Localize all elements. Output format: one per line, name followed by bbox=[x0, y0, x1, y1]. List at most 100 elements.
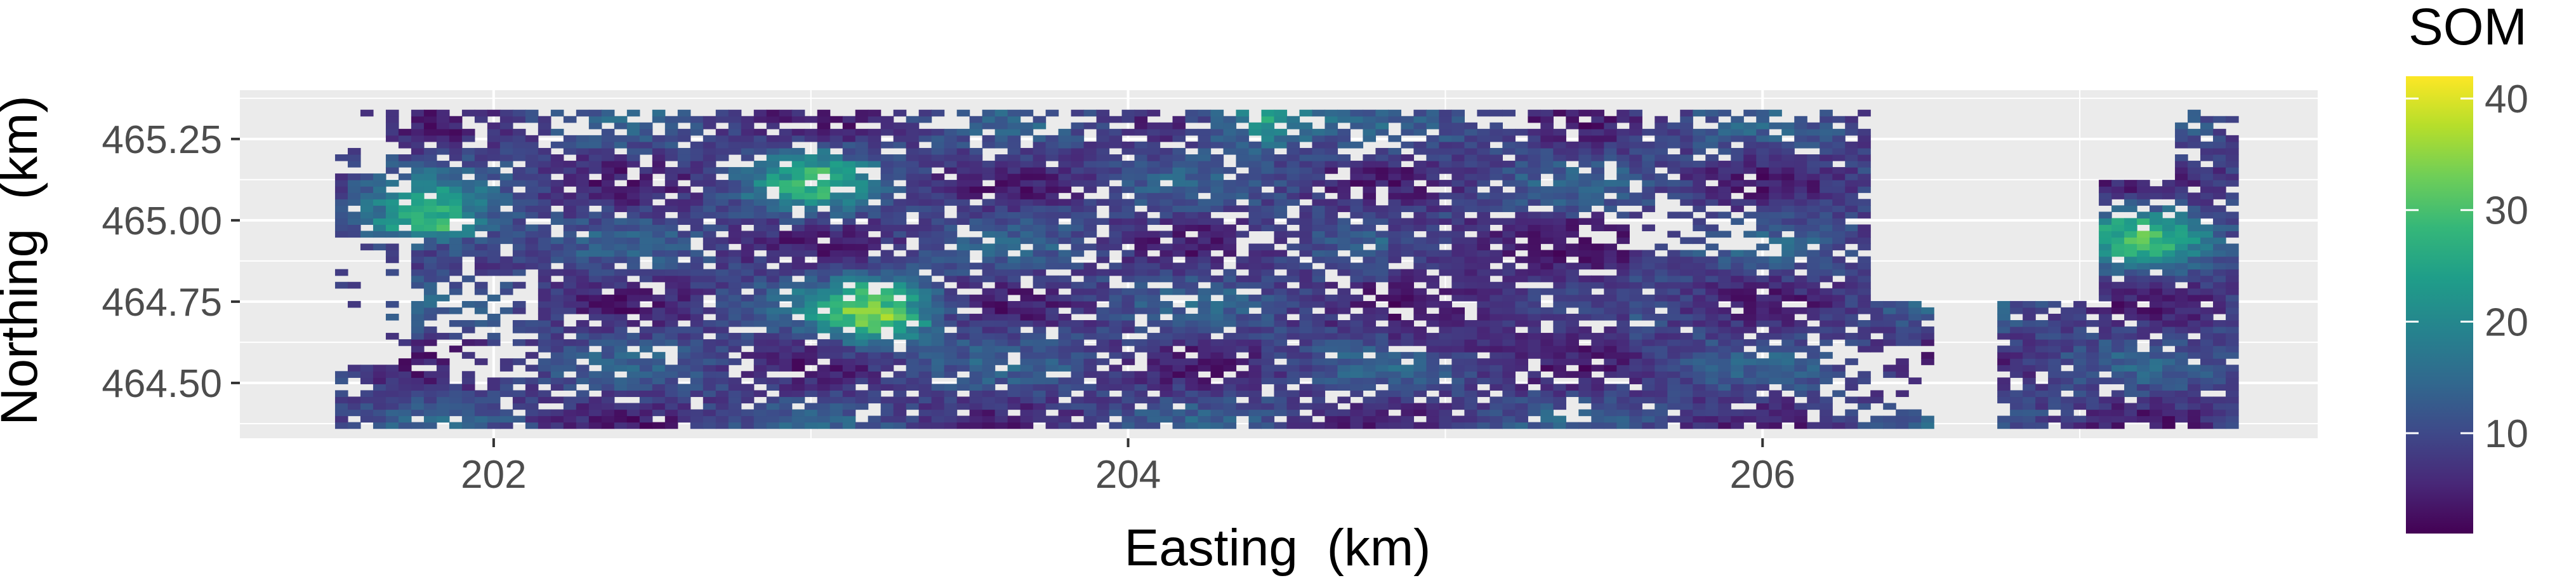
heatmap-cell bbox=[1033, 224, 1047, 232]
heatmap-cell bbox=[563, 116, 577, 123]
heatmap-cell bbox=[1337, 231, 1351, 238]
heatmap-cell bbox=[1388, 231, 1402, 238]
heatmap-cell bbox=[436, 415, 450, 423]
heatmap-cell bbox=[994, 218, 1008, 225]
heatmap-cell bbox=[1566, 122, 1579, 130]
heatmap-cell bbox=[1743, 180, 1757, 187]
heatmap-cell bbox=[1807, 307, 1820, 314]
heatmap-cell bbox=[1210, 192, 1224, 199]
heatmap-cell bbox=[1858, 371, 1871, 378]
heatmap-cell bbox=[1413, 205, 1427, 212]
heatmap-cell bbox=[791, 281, 805, 289]
heatmap-cell bbox=[829, 358, 843, 365]
heatmap-cell bbox=[1515, 294, 1528, 302]
heatmap-cell bbox=[1236, 409, 1250, 417]
heatmap-cell bbox=[1629, 339, 1642, 346]
heatmap-cell bbox=[1426, 224, 1440, 232]
heatmap-cell bbox=[829, 288, 843, 295]
heatmap-cell bbox=[690, 358, 704, 365]
heatmap-cell bbox=[1553, 422, 1566, 429]
heatmap-cell bbox=[842, 122, 856, 130]
heatmap-cell bbox=[1578, 243, 1592, 251]
heatmap-cell bbox=[1718, 109, 1731, 117]
heatmap-cell bbox=[538, 122, 552, 130]
heatmap-cell bbox=[1185, 377, 1199, 384]
heatmap-cell bbox=[1350, 294, 1364, 302]
heatmap-cell bbox=[1426, 147, 1440, 155]
heatmap-cell bbox=[829, 377, 843, 384]
heatmap-cell bbox=[1604, 365, 1617, 372]
heatmap-cell bbox=[1185, 300, 1199, 308]
heatmap-cell bbox=[1299, 326, 1313, 333]
heatmap-cell bbox=[1071, 403, 1085, 410]
heatmap-cell bbox=[576, 415, 590, 423]
heatmap-cell bbox=[969, 224, 983, 232]
heatmap-cell bbox=[1807, 224, 1820, 232]
heatmap-cell bbox=[1121, 396, 1135, 404]
heatmap-cell bbox=[1299, 173, 1313, 180]
heatmap-cell bbox=[576, 173, 590, 180]
heatmap-cell bbox=[1401, 128, 1415, 136]
heatmap-cell bbox=[994, 422, 1008, 429]
heatmap-cell bbox=[1375, 180, 1389, 187]
heatmap-cell bbox=[652, 352, 666, 359]
heatmap-cell bbox=[1820, 403, 1833, 410]
heatmap-cell bbox=[1655, 262, 1668, 270]
heatmap-cell bbox=[1629, 173, 1642, 180]
heatmap-cell bbox=[969, 422, 983, 429]
heatmap-cell bbox=[525, 167, 539, 174]
heatmap-cell bbox=[1045, 256, 1059, 264]
heatmap-cell bbox=[766, 313, 780, 321]
heatmap-cell bbox=[1413, 409, 1427, 417]
heatmap-cell bbox=[842, 409, 856, 417]
heatmap-cell bbox=[1680, 128, 1693, 136]
heatmap-cell bbox=[906, 135, 920, 142]
heatmap-cell bbox=[1286, 275, 1300, 283]
heatmap-cell bbox=[1515, 167, 1528, 174]
heatmap-cell bbox=[956, 319, 970, 327]
heatmap-cell bbox=[791, 269, 805, 276]
heatmap-cell bbox=[1769, 154, 1782, 161]
heatmap-cell bbox=[1248, 173, 1262, 180]
heatmap-cell bbox=[1147, 186, 1161, 193]
heatmap-cell bbox=[664, 422, 678, 429]
heatmap-cell bbox=[868, 339, 882, 346]
heatmap-cell bbox=[1413, 128, 1427, 136]
heatmap-cell bbox=[1413, 212, 1427, 218]
heatmap-cell bbox=[1604, 243, 1617, 251]
heatmap-cell bbox=[1324, 333, 1338, 340]
heatmap-cell bbox=[411, 339, 425, 346]
heatmap-cell bbox=[461, 109, 475, 117]
heatmap-cell bbox=[1629, 396, 1642, 404]
heatmap-cell bbox=[1045, 346, 1059, 353]
heatmap-cell bbox=[1781, 161, 1795, 168]
heatmap-cell bbox=[1223, 403, 1237, 410]
heatmap-cell bbox=[1071, 365, 1085, 372]
heatmap-cell bbox=[804, 167, 818, 174]
heatmap-cell bbox=[436, 237, 450, 245]
heatmap-cell bbox=[1832, 218, 1846, 225]
heatmap-cell bbox=[1058, 186, 1072, 193]
heatmap-cell bbox=[1096, 109, 1110, 117]
heatmap-cell bbox=[1616, 346, 1630, 353]
heatmap-cell bbox=[944, 396, 958, 404]
heatmap-cell bbox=[1578, 109, 1592, 117]
heatmap-cell bbox=[1845, 333, 1858, 340]
heatmap-cell bbox=[601, 116, 615, 123]
heatmap-cell bbox=[1020, 199, 1034, 206]
heatmap-cell bbox=[1743, 288, 1757, 295]
heatmap-cell bbox=[1426, 109, 1440, 117]
heatmap-cell bbox=[1121, 371, 1135, 378]
heatmap-cell bbox=[1489, 377, 1503, 384]
heatmap-cell bbox=[893, 409, 907, 417]
heatmap-cell bbox=[868, 154, 882, 161]
heatmap-cell bbox=[1528, 154, 1541, 161]
heatmap-cell bbox=[1477, 250, 1490, 257]
heatmap-cell bbox=[1464, 346, 1478, 353]
heatmap-cell bbox=[1515, 154, 1528, 161]
heatmap-cell bbox=[766, 294, 780, 302]
heatmap-cell bbox=[1528, 141, 1541, 149]
heatmap-cell bbox=[741, 173, 755, 180]
heatmap-cell bbox=[1324, 161, 1338, 168]
heatmap-cell bbox=[1109, 422, 1123, 429]
